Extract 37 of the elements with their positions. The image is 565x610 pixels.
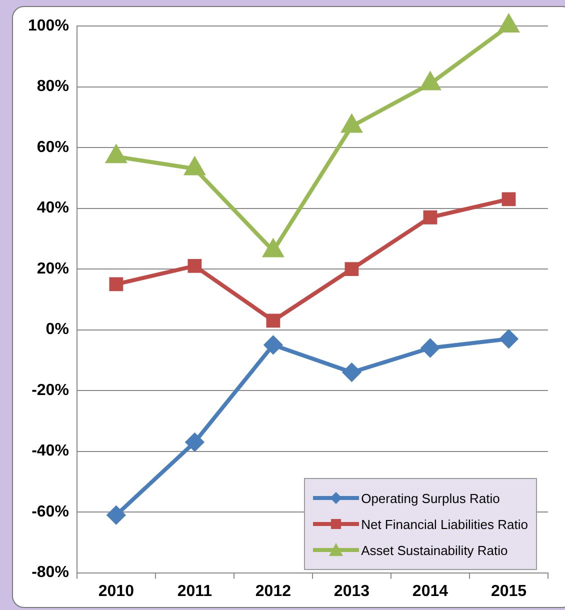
point bbox=[342, 363, 361, 382]
x-tick-label: 2014 bbox=[412, 582, 448, 600]
y-tick-label: 40% bbox=[36, 200, 69, 217]
point bbox=[107, 506, 126, 524]
y-tick-label: -20% bbox=[32, 382, 69, 399]
point bbox=[344, 262, 359, 276]
point bbox=[500, 330, 518, 348]
point bbox=[106, 146, 126, 164]
x-tick-label: 2013 bbox=[334, 582, 370, 600]
legend-label: Operating Surplus Ratio bbox=[361, 490, 500, 506]
y-tick-label: 80% bbox=[36, 78, 69, 96]
point bbox=[502, 192, 516, 206]
point bbox=[423, 210, 438, 224]
point bbox=[184, 158, 204, 176]
point bbox=[263, 240, 283, 258]
y-tick-label: 20% bbox=[36, 260, 69, 278]
y-tick-label: 0% bbox=[46, 321, 69, 338]
y-tick-label: 100% bbox=[28, 17, 69, 34]
y-tick-label: -80% bbox=[32, 564, 69, 582]
point bbox=[266, 314, 280, 328]
point bbox=[420, 72, 440, 90]
y-tick-label: -40% bbox=[32, 442, 69, 460]
y-tick-label: -60% bbox=[32, 503, 69, 520]
x-tick-label: 2011 bbox=[177, 582, 212, 600]
legend-label: Asset Sustainability Ratio bbox=[361, 542, 508, 558]
x-tick-label: 2010 bbox=[98, 582, 134, 600]
point bbox=[264, 336, 282, 354]
point bbox=[342, 115, 362, 133]
point bbox=[188, 259, 202, 273]
point bbox=[186, 433, 204, 452]
point bbox=[109, 277, 124, 292]
point bbox=[498, 15, 519, 32]
legend-label: Net Financial Liabilities Ratio bbox=[361, 516, 528, 532]
x-tick-label: 2012 bbox=[255, 582, 292, 600]
x-tick-label: 2015 bbox=[490, 582, 527, 600]
y-tick-label: 60% bbox=[36, 138, 69, 156]
point bbox=[421, 339, 440, 358]
